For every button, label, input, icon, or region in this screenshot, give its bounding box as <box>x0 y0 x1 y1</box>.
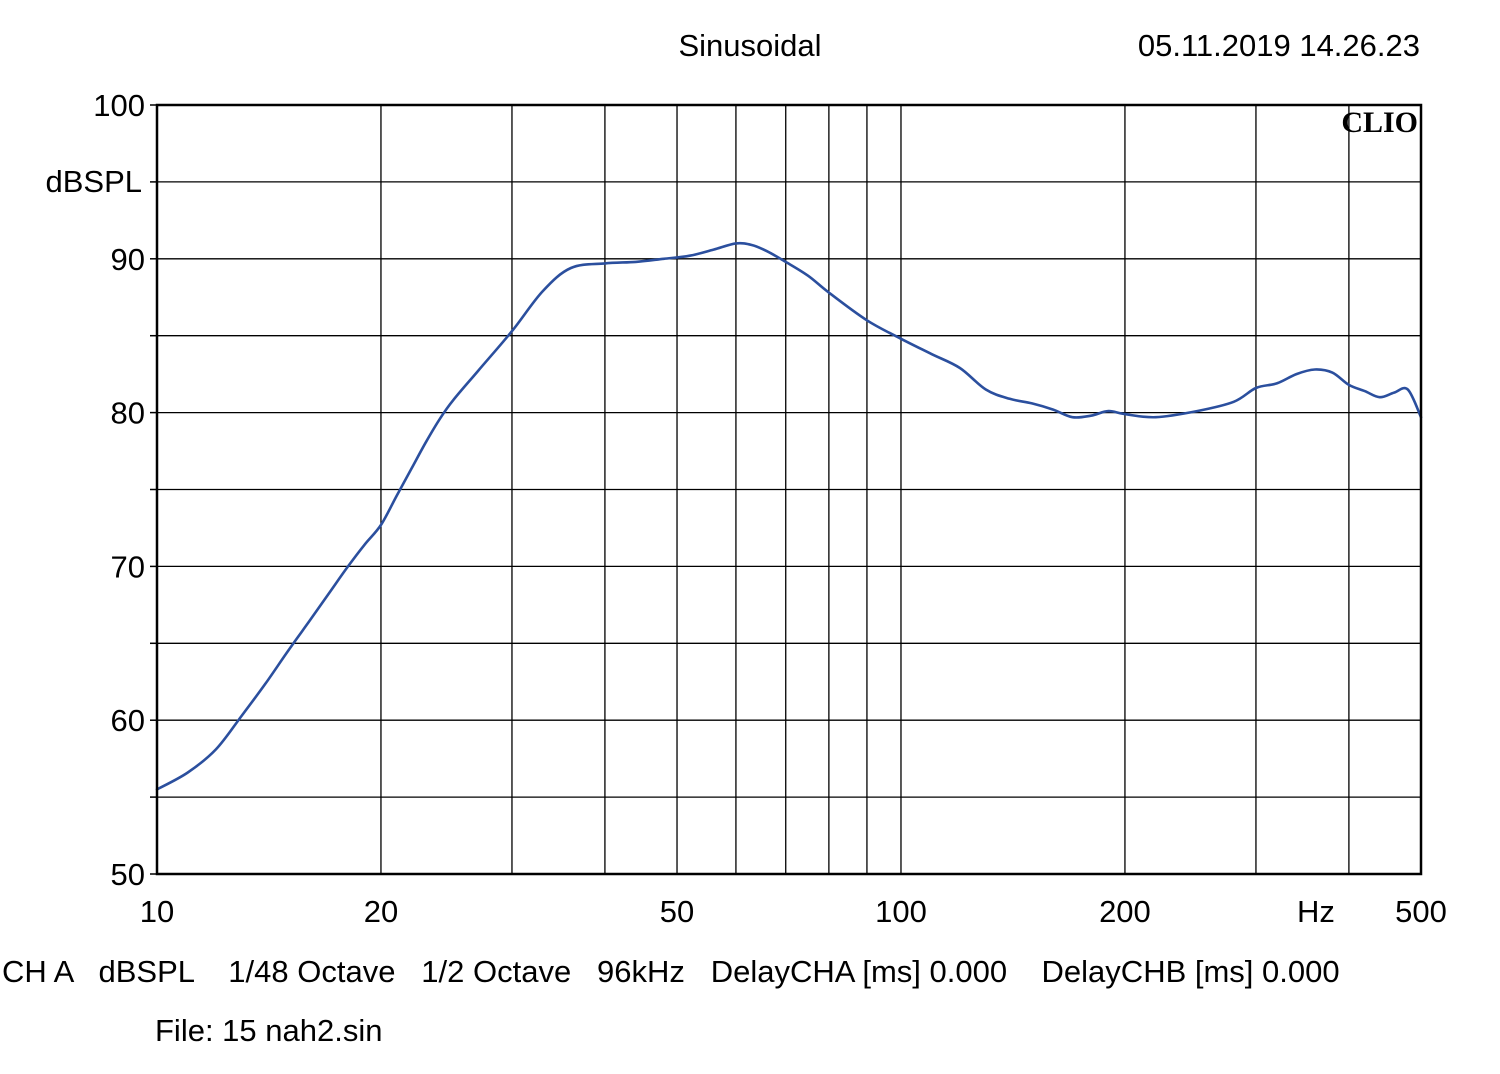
x-tick-label: 50 <box>660 894 694 929</box>
y-tick-labels: 50 60 70 80 90 100 <box>93 88 157 892</box>
x-tick-label: 20 <box>364 894 398 929</box>
spl-curve-line <box>155 241 1423 791</box>
x-tick-label: 100 <box>875 894 927 929</box>
chart-title: Sinusoidal <box>678 28 821 63</box>
measurement-datetime: 05.11.2019 14.26.23 <box>1138 28 1420 63</box>
x-tick-label: 10 <box>140 894 174 929</box>
y-tick-label: 100 <box>93 88 145 123</box>
y-tick-label: 60 <box>111 703 145 738</box>
file-name: File: 15 nah2.sin <box>155 1013 382 1048</box>
clio-brand-logo: CLIO <box>1341 106 1418 139</box>
y-tick-label: 90 <box>111 242 145 277</box>
plot-grid <box>157 105 1421 874</box>
y-tick-label: 70 <box>111 549 145 584</box>
x-axis-label: Hz <box>1297 894 1335 929</box>
curve-layer <box>155 241 1423 791</box>
y-axis-label: dBSPL <box>45 164 142 199</box>
y-tick-label: 50 <box>111 857 145 892</box>
x-tick-label: 200 <box>1099 894 1151 929</box>
y-tick-label: 80 <box>111 396 145 431</box>
x-tick-label: 500 <box>1395 894 1447 929</box>
settings-line: CH A dBSPL 1/48 Octave 1/2 Octave 96kHz … <box>2 954 1340 989</box>
x-tick-labels: 10 20 50 100 200 500 <box>140 894 1447 929</box>
